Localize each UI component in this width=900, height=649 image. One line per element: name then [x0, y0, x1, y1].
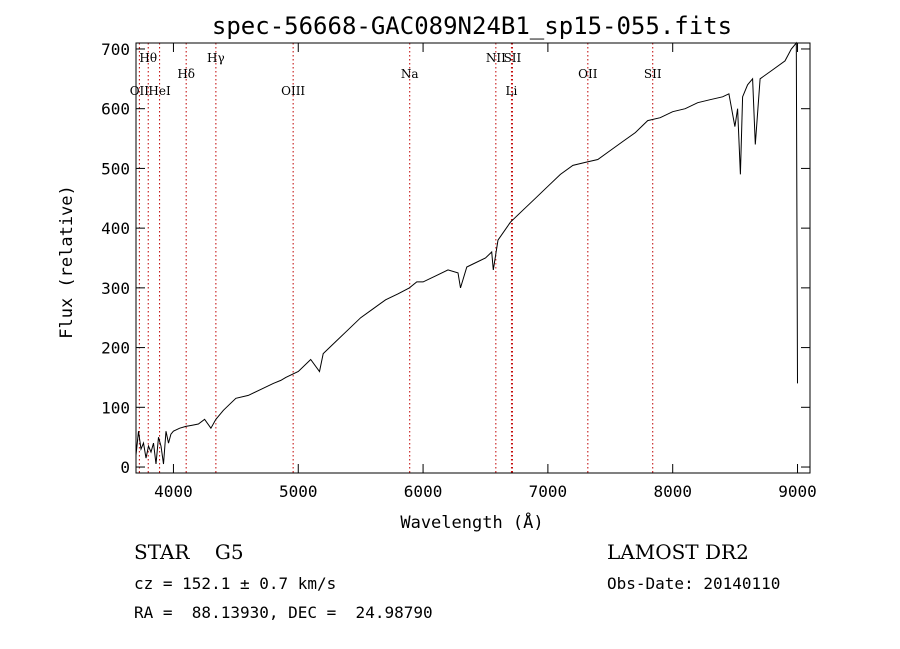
x-axis: 4000 5000 6000 7000 8000 9000	[154, 43, 817, 501]
x-tick-label: 8000	[653, 482, 692, 501]
emission-line-label: HeI	[148, 84, 171, 98]
y-tick-label: 500	[101, 159, 130, 178]
emission-line-label: OII	[578, 67, 598, 81]
redshift-label: cz = 152.1 ± 0.7 km/s	[134, 574, 337, 593]
y-tick-label: 100	[101, 398, 130, 417]
y-tick-label: 200	[101, 339, 130, 358]
x-tick-label: 4000	[154, 482, 193, 501]
emission-line-label: SII	[644, 67, 662, 81]
y-tick-label: 0	[120, 458, 130, 477]
emission-line-label: Hθ	[139, 51, 157, 65]
object-class-label: STAR G5	[134, 540, 244, 564]
emission-line-markers	[138, 43, 654, 473]
coordinates-label: RA = 88.13930, DEC = 24.98790	[134, 603, 433, 622]
emission-line-label: Li	[506, 84, 518, 98]
emission-line-label: Na	[401, 67, 419, 81]
x-tick-label: 7000	[529, 482, 568, 501]
emission-line-label: SII	[504, 51, 522, 65]
x-axis-label: Wavelength (Å)	[400, 511, 543, 533]
obs-date-label: Obs-Date: 20140110	[607, 574, 781, 593]
emission-line-label: OIII	[281, 84, 305, 98]
y-tick-label: 700	[101, 40, 130, 59]
emission-line-label: OII	[130, 84, 150, 98]
emission-line-label: Hγ	[207, 51, 225, 65]
y-axis-label: Flux (relative)	[57, 185, 77, 339]
y-tick-label: 400	[101, 219, 130, 238]
y-tick-label: 600	[101, 100, 130, 119]
x-tick-label: 9000	[778, 482, 817, 501]
plot-frame	[135, 42, 811, 474]
spectrum-series	[135, 41, 798, 465]
x-tick-label: 6000	[404, 482, 443, 501]
emission-line-label: NII	[486, 51, 506, 65]
y-axis: 0 100 200 300 400 500 600 700	[101, 40, 810, 477]
emission-line-label: Hδ	[177, 67, 195, 81]
chart-title: spec-56668-GAC089N24B1_sp15-055.fits	[212, 12, 732, 40]
y-tick-label: 300	[101, 279, 130, 298]
x-tick-label: 5000	[279, 482, 318, 501]
survey-label: LAMOST DR2	[607, 540, 749, 564]
